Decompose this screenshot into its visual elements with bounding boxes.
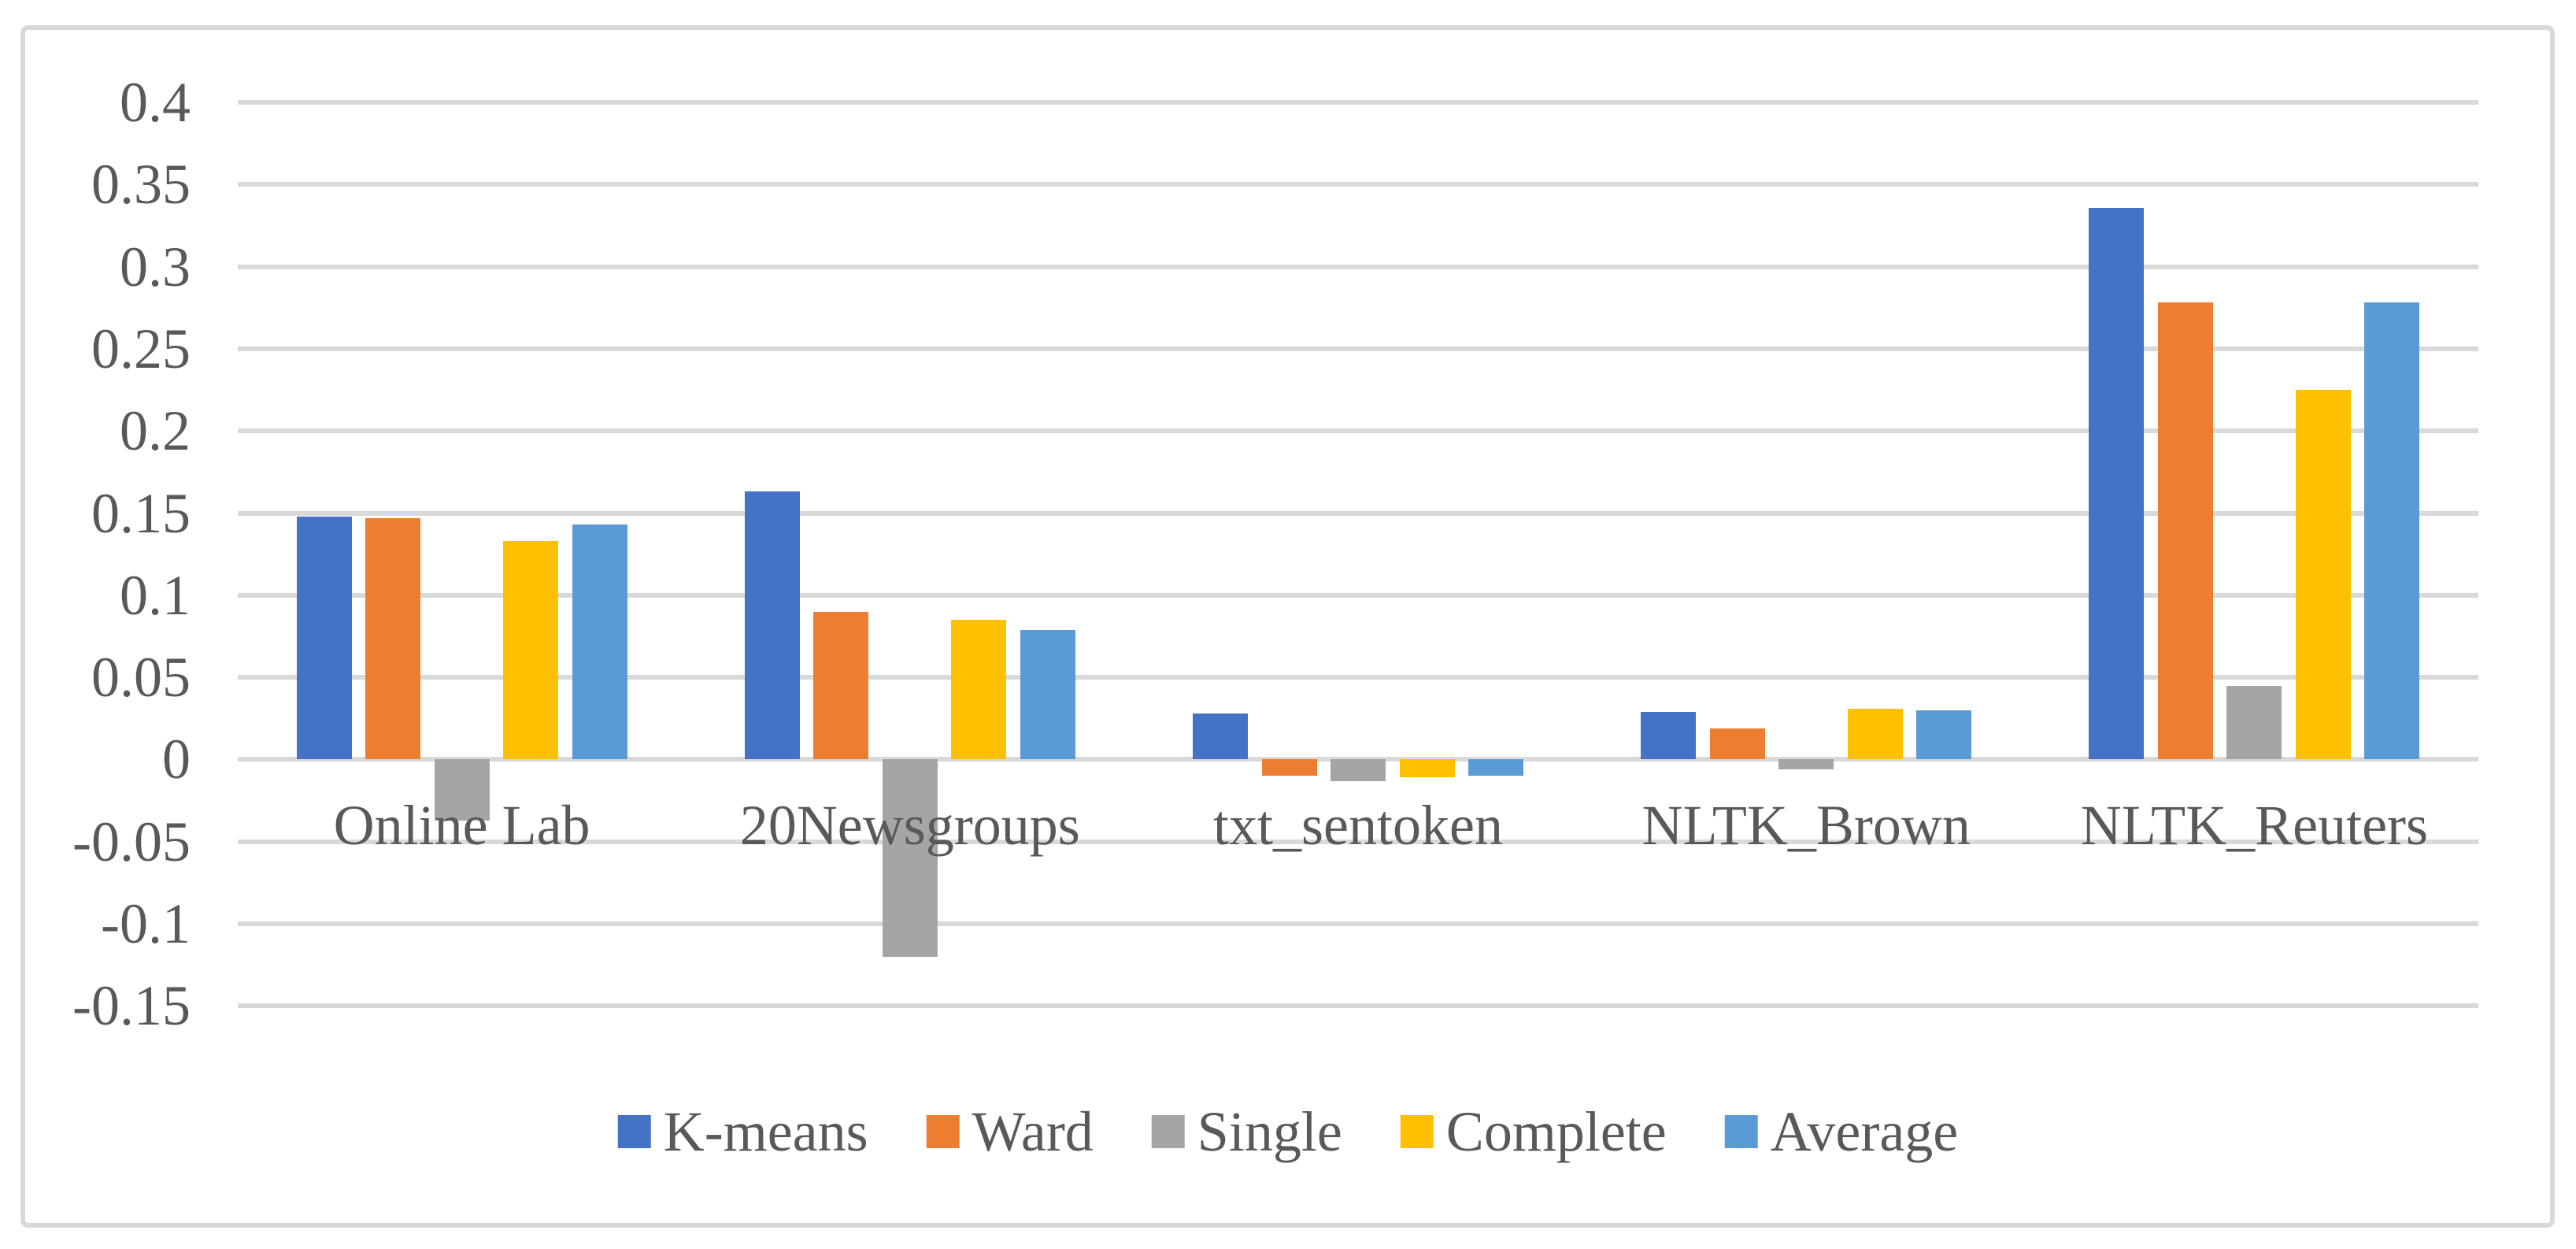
category-label: Online Lab xyxy=(333,794,590,858)
category-label: 20Newsgroups xyxy=(739,794,1080,858)
bar-k-means-txt-sentoken xyxy=(1193,713,1248,760)
gridline xyxy=(238,100,2478,105)
bar-single-nltk-brown xyxy=(1778,759,1834,769)
bar-complete-nltk-reuters xyxy=(2295,390,2351,760)
gridline xyxy=(238,264,2478,269)
bar-complete-txt-sentoken xyxy=(1399,759,1455,778)
legend-swatch-single xyxy=(1151,1115,1185,1148)
bar-ward-txt-sentoken xyxy=(1261,759,1317,776)
bar-average-20newsgroups xyxy=(1020,629,1075,760)
y-axis-tick-label: 0.4 xyxy=(120,71,191,134)
bar-average-txt-sentoken xyxy=(1468,759,1523,776)
legend-swatch-complete xyxy=(1400,1115,1434,1148)
bar-average-online-lab xyxy=(572,524,627,760)
y-axis-tick-label: -0.1 xyxy=(101,892,191,955)
y-axis-tick-label: -0.15 xyxy=(72,974,191,1038)
chart-frame xyxy=(20,25,2555,1228)
bar-single-nltk-reuters xyxy=(2226,685,2282,760)
legend-label: Single xyxy=(1197,1100,1342,1163)
bar-k-means-nltk-brown xyxy=(1641,711,1697,760)
gridline xyxy=(238,1003,2478,1009)
bar-k-means-online-lab xyxy=(296,516,352,760)
y-axis-tick-label: 0.3 xyxy=(120,235,191,298)
legend-swatch-average xyxy=(1724,1115,1758,1148)
bar-ward-nltk-brown xyxy=(1709,728,1765,760)
bar-k-means-20newsgroups xyxy=(744,491,800,760)
legend-item: Complete xyxy=(1400,1100,1667,1163)
legend-label: K-means xyxy=(663,1100,868,1163)
legend-item: Ward xyxy=(926,1100,1094,1163)
bar-k-means-nltk-reuters xyxy=(2089,207,2145,760)
legend-item: Average xyxy=(1724,1100,1959,1163)
category-label: NLTK_Reuters xyxy=(2080,794,2429,858)
bar-average-nltk-brown xyxy=(1916,710,1972,760)
bar-ward-20newsgroups xyxy=(813,611,869,760)
bar-single-online-lab xyxy=(434,759,490,821)
bar-average-nltk-reuters xyxy=(2364,302,2420,760)
bar-complete-20newsgroups xyxy=(951,620,1007,760)
gridline xyxy=(238,592,2478,598)
y-axis-tick-label: 0.2 xyxy=(120,399,191,463)
bar-complete-online-lab xyxy=(503,540,559,760)
y-axis-tick-label: 0.25 xyxy=(91,317,191,380)
y-axis-tick-label: 0 xyxy=(162,728,191,791)
bar-single-txt-sentoken xyxy=(1331,759,1386,781)
gridline xyxy=(238,346,2478,351)
legend-item: K-means xyxy=(617,1100,868,1163)
bar-single-20newsgroups xyxy=(882,759,938,957)
bar-ward-nltk-reuters xyxy=(2157,302,2213,760)
y-axis-tick-label: 0.15 xyxy=(91,481,191,545)
legend-swatch-k-means xyxy=(617,1115,651,1148)
y-axis-tick-label: 0.1 xyxy=(120,563,191,627)
gridline xyxy=(238,921,2478,926)
category-label: NLTK_Brown xyxy=(1641,794,1971,858)
y-axis-tick-label: 0.05 xyxy=(91,646,191,710)
gridline xyxy=(238,839,2478,844)
gridline xyxy=(238,675,2478,680)
gridline xyxy=(238,182,2478,187)
legend: K-means Ward Single Complete Average xyxy=(617,1100,1959,1163)
legend-swatch-ward xyxy=(926,1115,960,1148)
legend-label: Average xyxy=(1770,1100,1959,1163)
y-axis-tick-label: -0.05 xyxy=(72,810,191,873)
y-axis-tick-label: 0.35 xyxy=(91,153,191,217)
bar-complete-nltk-brown xyxy=(1847,708,1903,760)
legend-label: Ward xyxy=(972,1100,1094,1163)
category-label: txt_sentoken xyxy=(1213,794,1503,858)
bar-ward-online-lab xyxy=(365,517,421,760)
gridline xyxy=(238,510,2478,516)
legend-label: Complete xyxy=(1445,1100,1667,1163)
gridline xyxy=(238,428,2478,434)
legend-item: Single xyxy=(1151,1100,1342,1163)
